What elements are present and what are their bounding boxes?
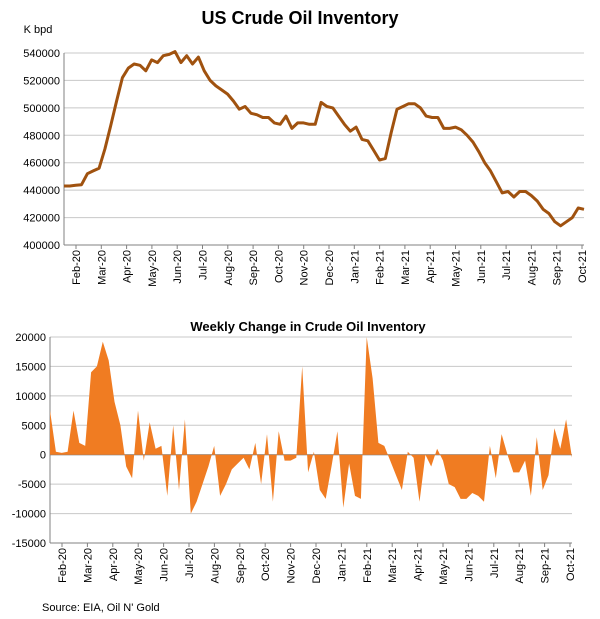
source-note: Source: EIA, Oil N' Gold (42, 602, 160, 614)
chart2-series (50, 337, 572, 514)
x-tick-label: May-21 (451, 250, 463, 287)
chart1-axes (63, 53, 584, 249)
y-tick-label: 400000 (23, 240, 60, 252)
chart1-y-tick-labels: 400000 420000 440000 460000 480000 500000 5200… (23, 48, 60, 252)
x-tick-label: Aug-21 (526, 250, 538, 285)
y-tick-label: -5000 (18, 479, 46, 491)
x-tick-label: Oct-20 (273, 250, 285, 283)
x-tick-label: May-20 (133, 548, 145, 585)
y-tick-label: 460000 (23, 158, 60, 170)
x-tick-label: Apr-20 (108, 548, 120, 581)
y-tick-label: 540000 (23, 48, 60, 60)
chart1-series (64, 50, 585, 228)
chart2-title: Weekly Change in Crude Oil Inventory (190, 319, 426, 334)
y-axis-unit-label: K bpd (24, 24, 53, 36)
y-tick-label: 5000 (22, 420, 46, 432)
chart2-y-tick-labels: -15000 -10000 -5000 0 5000 10000 15000 20000 (12, 332, 46, 550)
y-tick-label: 420000 (23, 213, 60, 225)
x-tick-label: Apr-21 (425, 250, 437, 283)
inventory-line (64, 50, 585, 228)
y-tick-label: 10000 (15, 391, 46, 403)
chart1-gridlines (64, 52, 584, 246)
y-tick-label: 480000 (23, 130, 60, 142)
x-tick-label: Mar-20 (96, 250, 108, 285)
y-tick-label: 0 (40, 450, 46, 462)
y-tick-label: 20000 (15, 332, 46, 344)
x-tick-label: Aug-21 (514, 548, 526, 583)
x-tick-label: Sep-20 (235, 548, 247, 583)
y-tick-label: 440000 (23, 185, 60, 197)
x-tick-label: Dec-20 (324, 250, 336, 285)
x-tick-label: Jul-20 (198, 250, 210, 280)
chart1-x-tick-labels: Feb-20 Mar-20 Apr-20 May-20 Jun-20 Jul-20 Aug-… (71, 250, 589, 287)
x-tick-label: Jun-20 (172, 250, 184, 284)
x-tick-label: Feb-20 (57, 548, 69, 583)
x-tick-label: Sep-21 (552, 250, 564, 285)
x-tick-label: Oct-21 (565, 548, 577, 581)
x-tick-label: Dec-20 (311, 548, 323, 583)
x-tick-label: Nov-20 (286, 548, 298, 583)
y-tick-label: 520000 (23, 75, 60, 87)
x-tick-label: Aug-20 (223, 250, 235, 285)
weekly-change-area (50, 337, 572, 514)
y-tick-label: -10000 (12, 509, 46, 521)
x-tick-label: Mar-21 (387, 548, 399, 583)
x-tick-label: Jan-21 (349, 250, 361, 284)
y-tick-label: -15000 (12, 538, 46, 550)
x-tick-label: Feb-21 (362, 548, 374, 583)
x-tick-label: Oct-20 (260, 548, 272, 581)
x-tick-label: Mar-20 (82, 548, 94, 583)
x-tick-label: May-20 (147, 250, 159, 287)
x-tick-label: Mar-21 (400, 250, 412, 285)
x-tick-label: Nov-20 (299, 250, 311, 285)
chart2-axes (49, 337, 572, 547)
x-tick-label: Feb-21 (375, 250, 387, 285)
x-tick-label: Jul-21 (489, 548, 501, 578)
y-tick-label: 500000 (23, 103, 60, 115)
x-tick-label: Apr-21 (413, 548, 425, 581)
x-tick-label: Jun-20 (159, 548, 171, 582)
x-tick-label: Jul-20 (184, 548, 196, 578)
x-tick-label: May-21 (438, 548, 450, 585)
x-tick-label: Feb-20 (71, 250, 83, 285)
x-tick-label: Jan-21 (336, 548, 348, 582)
x-tick-label: Oct-21 (577, 250, 589, 283)
x-tick-label: Aug-20 (209, 548, 221, 583)
x-tick-label: Sep-20 (248, 250, 260, 285)
y-tick-label: 15000 (15, 361, 46, 373)
chart2-gridlines (50, 336, 572, 544)
x-tick-label: Sep-21 (540, 548, 552, 583)
x-tick-label: Jun-21 (463, 548, 475, 582)
chart2-x-tick-labels: Feb-20 Mar-20 Apr-20 May-20 Jun-20 Jul-20 Aug-… (57, 548, 577, 585)
x-tick-label: Jul-21 (501, 250, 513, 280)
x-tick-label: Jun-21 (476, 250, 488, 284)
x-tick-label: Apr-20 (122, 250, 134, 283)
chart-title: US Crude Oil Inventory (201, 8, 398, 28)
